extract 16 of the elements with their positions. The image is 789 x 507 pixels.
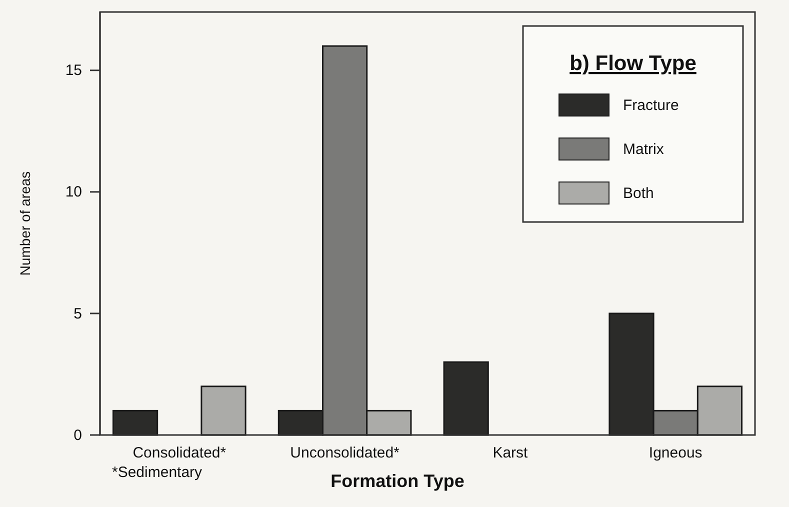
x-tick-label: Unconsolidated* [290, 444, 400, 462]
y-tick-label: 0 [74, 426, 82, 444]
legend-label: Fracture [623, 97, 679, 114]
y-tick-label: 5 [74, 305, 82, 322]
x-axis-title: Formation Type [330, 471, 464, 491]
legend-label: Matrix [623, 141, 664, 158]
bar [200, 386, 246, 436]
legend-title: b) Flow Type [570, 52, 696, 75]
x-tick-label: Consolidated* [132, 444, 226, 462]
text: *Sedimentary [112, 464, 203, 481]
y-tick-label: 10 [65, 184, 82, 201]
y-axis-title: Number of areas [17, 171, 33, 276]
x-tick-label: Igneous [648, 444, 702, 462]
legend-label: Both [623, 185, 654, 202]
x-tick-label: Karst [492, 444, 529, 462]
y-tick-label: 15 [65, 62, 82, 80]
